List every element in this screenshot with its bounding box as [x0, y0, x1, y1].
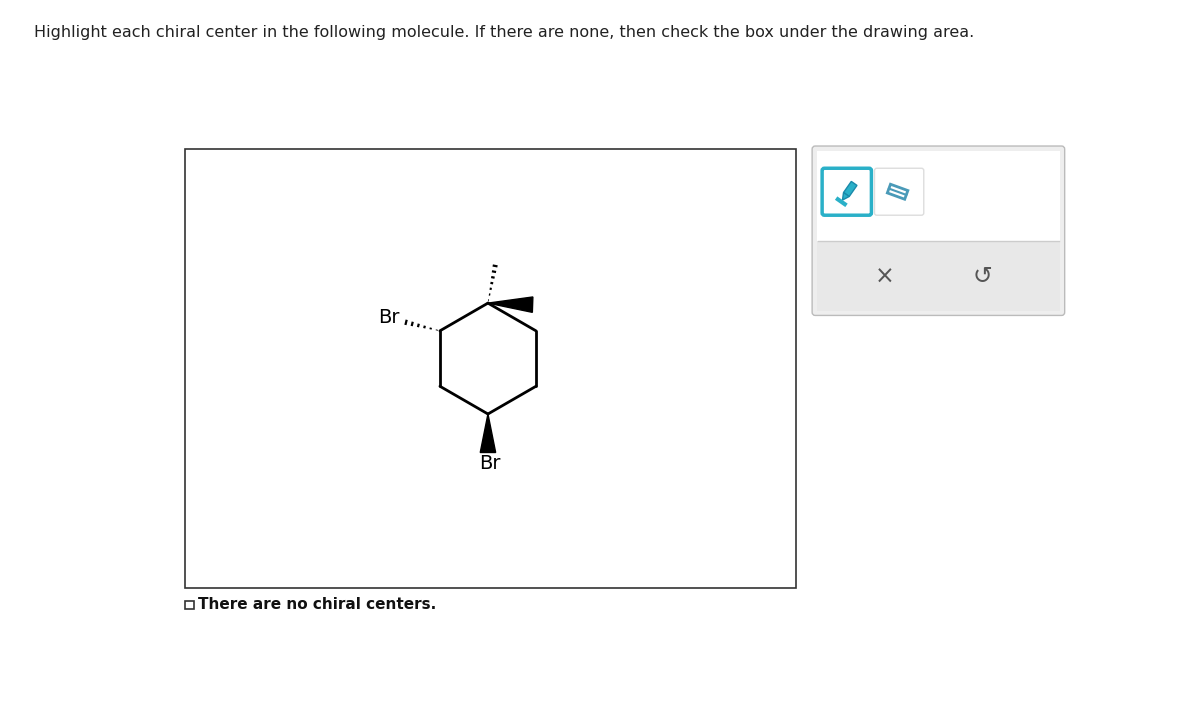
FancyBboxPatch shape	[875, 168, 924, 215]
Text: ×: ×	[875, 264, 894, 288]
Bar	[185, 601, 194, 609]
Text: Br: Br	[378, 308, 400, 327]
Bar	[185, 149, 796, 588]
Polygon shape	[488, 297, 533, 312]
Text: Br: Br	[479, 454, 500, 473]
Polygon shape	[842, 192, 850, 200]
Polygon shape	[844, 182, 857, 197]
FancyBboxPatch shape	[822, 168, 871, 215]
FancyBboxPatch shape	[812, 146, 1064, 315]
Text: There are no chiral centers.: There are no chiral centers.	[198, 596, 436, 612]
Bar	[817, 241, 1060, 311]
Text: Highlight each chiral center in the following molecule. If there are none, then : Highlight each chiral center in the foll…	[34, 25, 974, 40]
Text: ↺: ↺	[973, 264, 992, 288]
Bar	[817, 151, 1060, 241]
Polygon shape	[480, 414, 496, 452]
